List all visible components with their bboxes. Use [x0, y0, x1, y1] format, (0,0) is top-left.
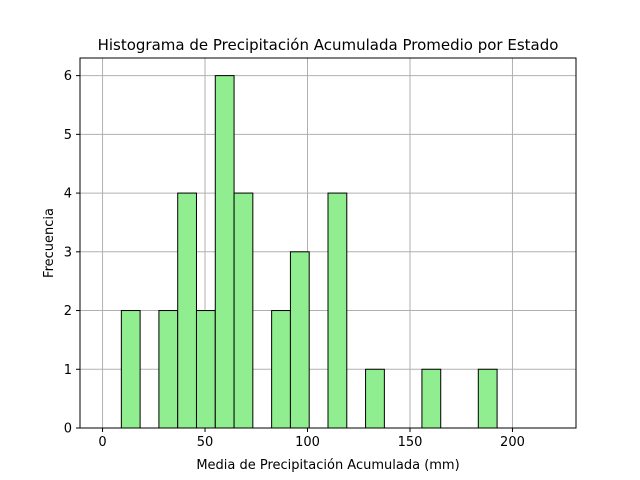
histogram-bar — [289, 251, 310, 429]
y-tick-label: 2 — [64, 304, 72, 319]
histogram-bar — [158, 310, 179, 429]
histogram-bar — [365, 368, 385, 429]
histogram-bar — [177, 192, 197, 429]
x-axis-label: Media de Precipitación Acumulada (mm) — [196, 458, 459, 473]
chart-title: Histograma de Precipitación Acumulada Pr… — [98, 36, 559, 54]
y-tick-label: 5 — [64, 128, 72, 143]
y-tick-label: 0 — [64, 422, 72, 437]
histogram-bar — [195, 310, 216, 429]
histogram-bar — [477, 368, 498, 429]
y-tick-label: 6 — [64, 69, 72, 84]
y-tick-label: 1 — [64, 363, 72, 378]
x-tick-label: 50 — [197, 435, 214, 450]
y-tick-label: 4 — [64, 187, 72, 202]
x-tick-label: 200 — [500, 435, 525, 450]
histogram-bar — [327, 192, 348, 429]
y-tick-label: 3 — [64, 245, 72, 260]
axis-ticks: 0 50 100 150 200 0 1 2 3 4 5 6 — [64, 69, 525, 450]
histogram-bar — [214, 75, 235, 429]
x-tick-label: 150 — [398, 435, 423, 450]
x-tick-label: 0 — [98, 435, 106, 450]
y-axis-label: Frecuencia — [42, 208, 57, 278]
histogram-bar — [271, 310, 291, 429]
plot-frame — [79, 57, 577, 429]
x-tick-label: 100 — [295, 435, 320, 450]
histogram-bar — [233, 192, 254, 429]
histogram-bar — [120, 310, 141, 429]
histogram-bar — [421, 368, 442, 429]
